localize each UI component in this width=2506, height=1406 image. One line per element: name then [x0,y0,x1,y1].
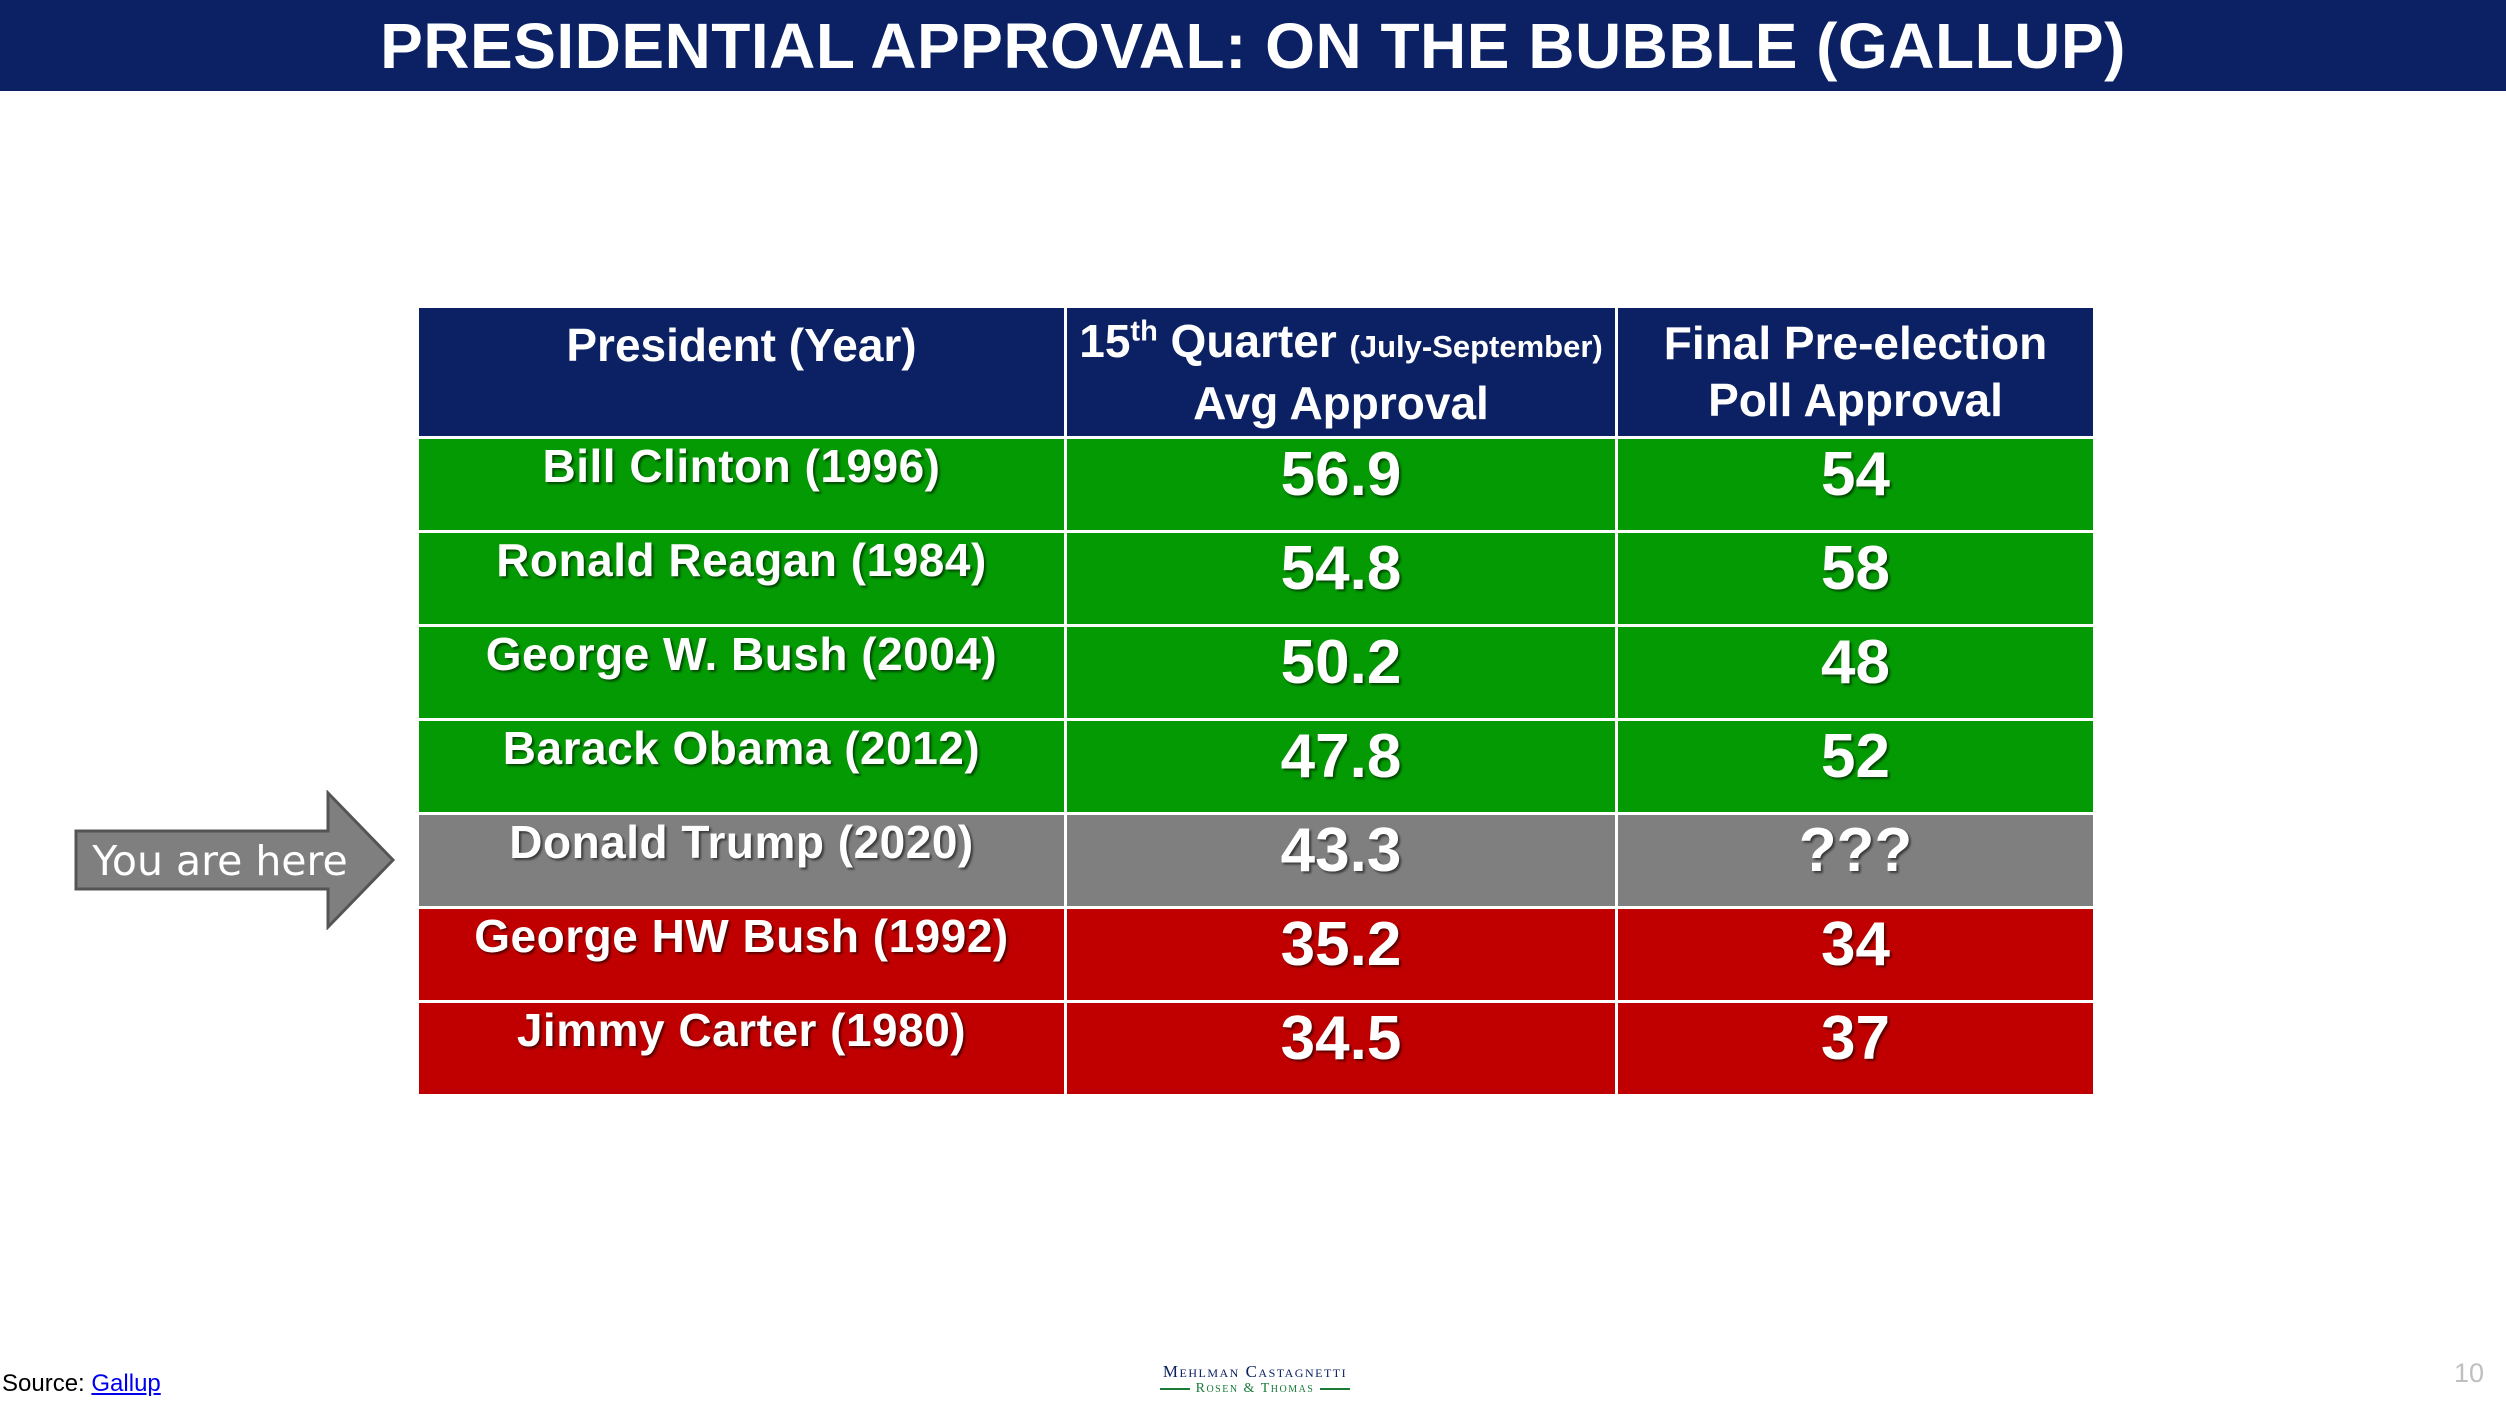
cell-president: George W. Bush (2004) [419,627,1064,718]
source-link[interactable]: Gallup [91,1370,161,1397]
header-quarter-avg: 15th Quarter (July-September) Avg Approv… [1067,308,1615,436]
cell-avg-approval: 56.9 [1067,439,1615,530]
header-quarter-word: Quarter [1157,314,1350,367]
cell-avg-approval: 47.8 [1067,721,1615,812]
table-header-row: President (Year) 15th Quarter (July-Sept… [419,308,2093,436]
cell-president: Ronald Reagan (1984) [419,533,1064,624]
header-president-label: President (Year) [566,319,917,371]
cell-final-approval: 52 [1618,721,2093,812]
cell-avg-approval: 54.8 [1067,533,1615,624]
table-row: George HW Bush (1992) 35.2 34 [419,909,2093,1000]
source-note: Source: Gallup [2,1370,161,1398]
cell-final-approval: 54 [1618,439,2093,530]
cell-final-approval: ??? [1618,815,2093,906]
cell-final-approval: 48 [1618,627,2093,718]
header-quarter-suffix: th [1130,315,1158,348]
table-row: Ronald Reagan (1984) 54.8 58 [419,533,2093,624]
logo-dash-left [1159,1387,1190,1390]
header-quarter-months: (July-September) [1349,328,1603,364]
cell-president: Jimmy Carter (1980) [419,1003,1064,1094]
cell-president: Donald Trump (2020) [419,815,1064,906]
source-prefix: Source: [2,1370,92,1397]
cell-president: Barack Obama (2012) [419,721,1064,812]
header-president: President (Year) [419,308,1064,436]
logo-dash-right [1320,1387,1351,1390]
cell-final-approval: 34 [1618,909,2093,1000]
cell-avg-approval: 43.3 [1067,815,1615,906]
page-number: 10 [2454,1358,2485,1388]
approval-table: President (Year) 15th Quarter (July-Sept… [416,305,2096,1097]
cell-final-approval: 37 [1618,1003,2093,1094]
header-quarter-number: 15 [1079,314,1131,367]
cell-final-approval: 58 [1618,533,2093,624]
table-row: Barack Obama (2012) 47.8 52 [419,721,2093,812]
cell-president: George HW Bush (1992) [419,909,1064,1000]
company-logo: Mehlman Castagnetti Rosen & Thomas [1150,1362,1360,1398]
cell-president: Bill Clinton (1996) [419,439,1064,530]
title-bar: PRESIDENTIAL APPROVAL: ON THE BUBBLE (GA… [0,0,2506,91]
header-quarter-avg-approval: Avg Approval [1193,376,1489,429]
header-final-poll: Final Pre-election Poll Approval [1618,308,2093,436]
logo-line-2-wrap: Rosen & Thomas [1150,1381,1360,1397]
table-row: Bill Clinton (1996) 56.9 54 [419,439,2093,530]
cell-avg-approval: 35.2 [1067,909,1615,1000]
table-row: Jimmy Carter (1980) 34.5 37 [419,1003,2093,1094]
cell-avg-approval: 50.2 [1067,627,1615,718]
header-final-label: Final Pre-election Poll Approval [1663,317,2048,426]
table-row: Donald Trump (2020) 43.3??? [419,815,2093,906]
cell-avg-approval: 34.5 [1067,1003,1615,1094]
logo-line-2: Rosen & Thomas [1195,1381,1315,1396]
table-body: Bill Clinton (1996) 56.9 54 Ronald Reagan (… [419,439,2093,1094]
right-arrow-icon [74,790,396,930]
logo-line-1: Mehlman Castagnetti [1162,1362,1348,1381]
you-are-here-label: You are here [92,837,348,885]
table-row: George W. Bush (2004) 50.2 48 [419,627,2093,718]
slide-title: PRESIDENTIAL APPROVAL: ON THE BUBBLE (GA… [380,9,2126,82]
